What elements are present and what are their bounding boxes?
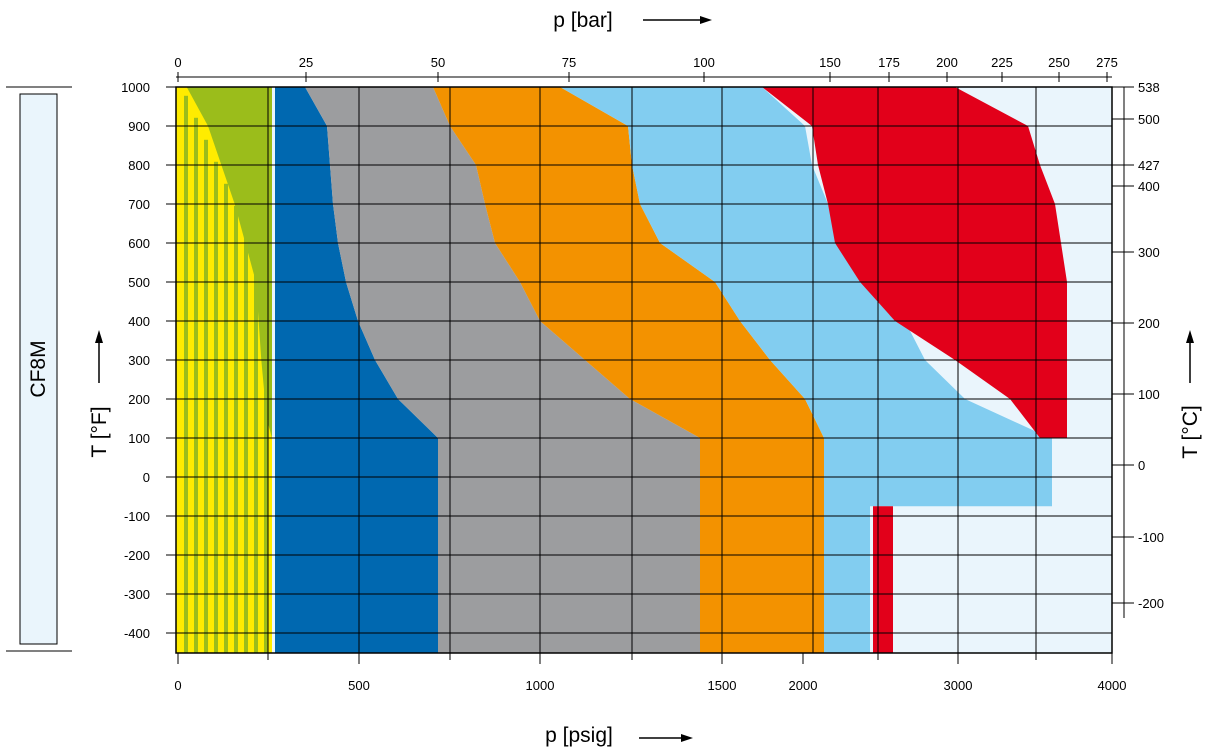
left-tick-label: 900 [128, 119, 150, 134]
y-axis-right-title: T [°C] [1179, 405, 1202, 459]
top-tick-label: 100 [693, 55, 715, 70]
left-tick-label: 200 [128, 392, 150, 407]
yellow-stripe [264, 271, 268, 653]
yellow-stripe [234, 205, 238, 654]
left-axis: 10009008007006005004003002001000-100-200… [121, 80, 176, 641]
bottom-tick-label: 0 [174, 678, 181, 693]
yellow-stripe [184, 95, 188, 654]
bottom-tick-label: 3000 [944, 678, 973, 693]
top-tick-label: 50 [431, 55, 445, 70]
left-tick-label: 800 [128, 158, 150, 173]
yellow-stripes [184, 95, 268, 654]
plot-frame [175, 86, 1113, 654]
yellow-stripe [204, 139, 208, 654]
right-tick-label: 200 [1138, 316, 1160, 331]
region-lightblue-5 [560, 87, 1052, 653]
right-tick-label: -100 [1138, 530, 1164, 545]
left-tick-label: 300 [128, 353, 150, 368]
yellow-stripe [224, 183, 228, 654]
top-tick-label: 225 [991, 55, 1013, 70]
left-tick-label: -100 [124, 509, 150, 524]
right-axis: 538 500 427 400 300 200 100 0 -100 -200 [1112, 80, 1164, 618]
x-axis-bottom-arrow [639, 734, 693, 742]
left-tick-label: 1000 [121, 80, 150, 95]
top-tick-label: 175 [878, 55, 900, 70]
region-green-1 [181, 87, 272, 438]
x-axis-top-arrow [643, 16, 712, 24]
top-tick-label: 275 [1096, 55, 1118, 70]
top-tick-label: 25 [299, 55, 313, 70]
region-red-7 [873, 506, 893, 653]
right-tick-label: 538 [1138, 80, 1160, 95]
yellow-stripe [194, 117, 198, 654]
y-axis-left-arrow [95, 330, 103, 383]
top-tick-label: 200 [936, 55, 958, 70]
right-tick-label: 427 [1138, 158, 1160, 173]
right-tick-label: 500 [1138, 112, 1160, 127]
right-tick-label: 0 [1138, 458, 1145, 473]
bottom-tick-label: 4000 [1098, 678, 1127, 693]
x-axis-bottom-title: p [psig] [545, 724, 613, 747]
y-axis-left-title: T [°F] [88, 406, 111, 457]
top-tick-label: 150 [819, 55, 841, 70]
plot-area [175, 86, 1113, 654]
right-tick-label: 400 [1138, 179, 1160, 194]
bottom-tick-label: 2000 [789, 678, 818, 693]
y-axis-right-arrow [1186, 330, 1194, 383]
yellow-stripe [244, 227, 248, 654]
yellow-stripe [254, 249, 258, 654]
top-axis: 0 25 50 75 100 150 175 200 225 250 275 [174, 55, 1118, 82]
left-tick-label: 500 [128, 275, 150, 290]
x-axis-top-title: p [bar] [553, 9, 613, 32]
bottom-tick-label: 1500 [708, 678, 737, 693]
material-label: CF8M [27, 340, 50, 397]
bottom-tick-label: 1000 [526, 678, 555, 693]
bottom-tick-label: 500 [348, 678, 370, 693]
left-tick-label: -300 [124, 587, 150, 602]
material-label-box: CF8M [6, 86, 72, 652]
left-tick-label: 600 [128, 236, 150, 251]
region-gray-3 [305, 87, 700, 653]
region-orange-4 [433, 87, 824, 653]
region-red-6 [762, 87, 1067, 438]
right-tick-label: -200 [1138, 596, 1164, 611]
left-tick-label: 0 [143, 470, 150, 485]
top-tick-label: 250 [1048, 55, 1070, 70]
top-tick-label: 75 [562, 55, 576, 70]
left-tick-label: -400 [124, 626, 150, 641]
left-tick-label: 400 [128, 314, 150, 329]
right-tick-label: 300 [1138, 245, 1160, 260]
bottom-axis: 0 500 1000 1500 2000 3000 4000 [174, 653, 1126, 693]
region-blue-2 [275, 87, 438, 653]
top-tick-label: 0 [174, 55, 181, 70]
right-tick-label: 100 [1138, 387, 1160, 402]
left-tick-label: 700 [128, 197, 150, 212]
left-tick-label: 100 [128, 431, 150, 446]
left-tick-label: -200 [124, 548, 150, 563]
yellow-stripe [214, 161, 218, 654]
